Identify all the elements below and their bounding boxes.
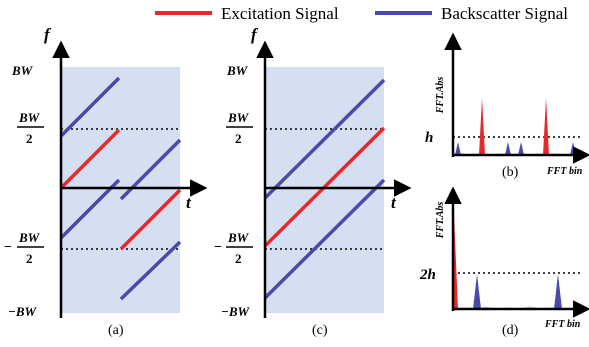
panel-a-caption: (a) bbox=[108, 323, 124, 338]
panel-c: f t BW BW 2 − BW 2 −BW (c) bbox=[214, 25, 412, 338]
panel-c-label-neg-bw: −BW bbox=[221, 304, 251, 319]
panel-a-x-axis-label: t bbox=[186, 193, 192, 212]
panel-a-label-half-den: 2 bbox=[26, 131, 33, 146]
panel-c-backscatter-chirp-lower bbox=[263, 178, 386, 300]
panel-d-x-axis-label: FFT bin bbox=[544, 319, 581, 330]
panel-c-y-axis-label: f bbox=[251, 25, 259, 44]
panel-b-backscatter-peak-2 bbox=[505, 142, 511, 155]
panel-a-label-neg-bw: −BW bbox=[8, 304, 38, 319]
panel-d-backscatter-peak-2 bbox=[554, 274, 562, 309]
panel-c-label-neg-half-num: BW bbox=[227, 230, 250, 245]
panel-c-label-neg-sign: − bbox=[214, 240, 222, 255]
panel-b-excitation-peak-2 bbox=[543, 98, 549, 155]
panel-b-backscatter-peak-1 bbox=[455, 142, 461, 155]
panel-a-excitation-chirp-1 bbox=[59, 128, 121, 190]
panel-a-label-neg-half-num: BW bbox=[18, 230, 41, 245]
legend: Excitation Signal Backscatter Signal bbox=[155, 4, 568, 23]
panel-d-caption: (d) bbox=[502, 323, 519, 338]
panel-b-x-axis-label: FFT bin bbox=[546, 166, 583, 177]
panel-d-threshold-label: 2h bbox=[419, 267, 436, 283]
panel-a-excitation-chirp-2 bbox=[119, 188, 182, 251]
panel-a-backscatter-chirp-2 bbox=[59, 178, 121, 240]
panel-b-y-axis-label: FFT.Abs bbox=[435, 77, 446, 115]
legend-backscatter-label: Backscatter Signal bbox=[441, 4, 568, 23]
panel-a: f t BW BW 2 − BW 2 −BW (a) bbox=[4, 25, 208, 338]
panel-b-caption: (b) bbox=[502, 165, 519, 180]
panel-b-excitation-peak-1 bbox=[479, 98, 485, 155]
panel-c-label-half-den: 2 bbox=[235, 131, 242, 146]
panel-d-backscatter-peak-1 bbox=[473, 274, 481, 309]
panel-a-label-neg-sign: − bbox=[4, 240, 12, 255]
panel-a-label-half-num: BW bbox=[18, 110, 41, 125]
panel-a-backscatter-chirp-1 bbox=[59, 76, 121, 138]
panel-b-backscatter-peak-4 bbox=[570, 142, 576, 155]
panel-c-background bbox=[265, 67, 384, 313]
panel-a-backscatter-chirp-4 bbox=[119, 240, 182, 301]
panel-a-label-bw: BW bbox=[11, 63, 34, 78]
panel-b-backscatter-peak-3 bbox=[518, 142, 524, 155]
panel-a-y-axis-label: f bbox=[44, 25, 52, 44]
panel-d-y-axis-label: FFT.Abs bbox=[435, 202, 446, 240]
panel-d: FFT.Abs FFT bin 2h (d) bbox=[419, 186, 589, 338]
panel-c-label-neg-half-den: 2 bbox=[235, 251, 242, 266]
panel-c-x-axis-label: t bbox=[391, 193, 397, 212]
panel-c-label-bw: BW bbox=[226, 63, 249, 78]
panel-c-label-half-num: BW bbox=[227, 110, 250, 125]
panel-c-backscatter-chirp-upper bbox=[263, 78, 386, 200]
legend-excitation-label: Excitation Signal bbox=[221, 4, 339, 23]
panel-c-caption: (c) bbox=[312, 323, 328, 338]
panel-b: FFT.Abs FFT bin h (b) bbox=[425, 32, 589, 180]
panel-b-threshold-label: h bbox=[425, 130, 433, 146]
panel-a-background bbox=[61, 67, 180, 313]
panel-a-label-neg-half-den: 2 bbox=[26, 251, 33, 266]
